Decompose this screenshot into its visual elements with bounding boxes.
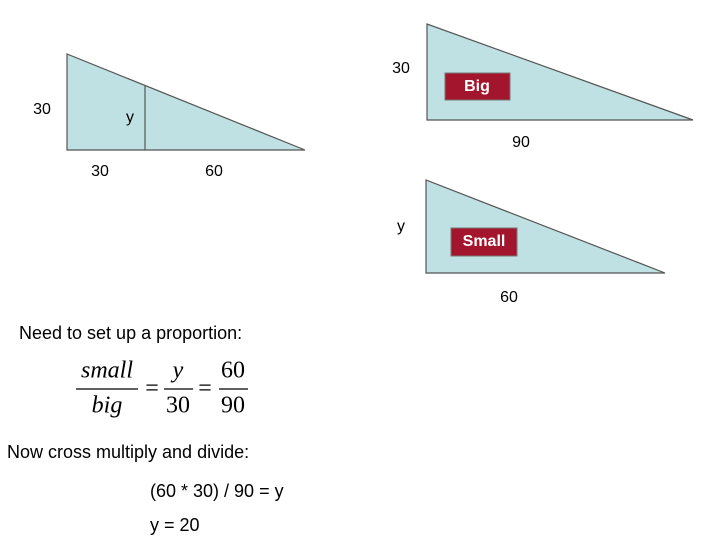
numerator: small [81,358,133,384]
intro-text: Now cross multiply and divide: [7,442,249,462]
side-label: 30 [33,101,51,118]
denominator: 90 [221,393,245,419]
inner-label: y [126,109,134,126]
base-label: 90 [512,134,530,151]
name-box [450,227,518,257]
left-triangle [66,53,306,151]
name-label: Small [463,233,506,250]
big-triangle [426,23,694,121]
base-label: 60 [205,163,223,180]
numerator: 60 [221,358,245,384]
side-label: y [397,218,405,235]
name-label: Big [464,78,490,95]
small-triangle [425,179,666,274]
base-label: 30 [91,163,109,180]
equals: = [198,376,212,402]
step-text: y = 20 [150,515,200,535]
numerator: y [171,358,184,384]
equals: = [145,376,159,402]
base-label: 60 [500,289,518,306]
side-label: 30 [392,60,410,77]
denominator: 30 [166,393,190,419]
intro-text: Need to set up a proportion: [19,323,242,343]
name-box [444,72,511,101]
denominator: big [92,393,123,419]
step-text: (60 * 30) / 90 = y [150,481,284,501]
